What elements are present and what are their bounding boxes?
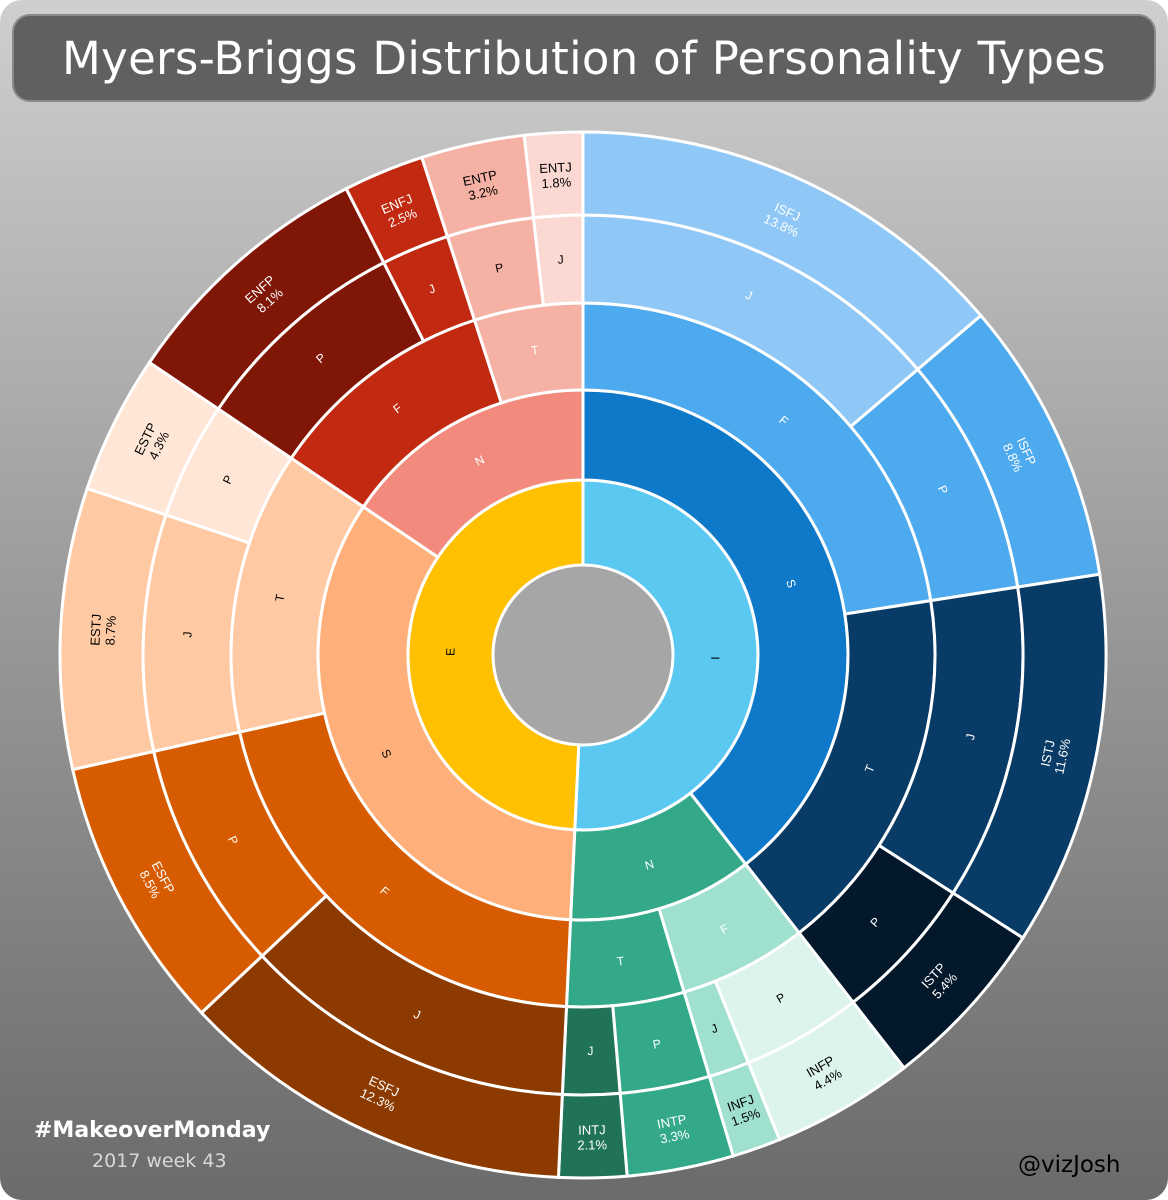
node-label-e-s-t: T <box>272 592 287 602</box>
node-label-i-s-f-j: J <box>743 288 754 303</box>
node-label-i-n-t-p: P <box>652 1036 662 1051</box>
node-label-e-n-t: T <box>530 343 540 358</box>
node-label-e: E <box>443 648 457 656</box>
week-label: 2017 week 43 <box>92 1150 227 1172</box>
node-label-e-n-f-j: J <box>426 281 437 296</box>
node-label-i-n-t: T <box>616 954 626 969</box>
type-label-entp: ENTP3.2% <box>461 167 501 204</box>
node-label-e-s-f-j: J <box>411 1007 422 1022</box>
chart-title: Myers-Briggs Distribution of Personality… <box>62 31 1106 85</box>
node-label-i-s-t-j: J <box>963 733 978 742</box>
node-label-e-s-t-j: J <box>180 631 194 638</box>
node-label-i-n-f-j: J <box>709 1021 719 1036</box>
hashtag-label: #MakeoverMonday <box>34 1118 271 1143</box>
node-label-i: I <box>708 656 722 660</box>
node-label-e-n-t-j: J <box>557 252 564 266</box>
type-label-istj: ISTJ11.6% <box>1037 734 1074 776</box>
node-label-i-n-t-j: J <box>587 1044 593 1058</box>
type-label-intp: INTP3.3% <box>656 1111 691 1146</box>
type-label-entj: ENTJ1.8% <box>539 159 573 191</box>
title-bar: Myers-Briggs Distribution of Personality… <box>12 14 1156 102</box>
type-label-intj: INTJ2.1% <box>577 1122 608 1153</box>
node-label-i-n: N <box>643 857 655 873</box>
type-label-estj: ESTJ8.7% <box>87 614 119 647</box>
author-label: @vizJosh <box>1018 1152 1121 1178</box>
node-label-e-n-t-p: P <box>494 260 505 275</box>
segment-entj <box>522 130 585 220</box>
center-hole <box>493 565 673 745</box>
